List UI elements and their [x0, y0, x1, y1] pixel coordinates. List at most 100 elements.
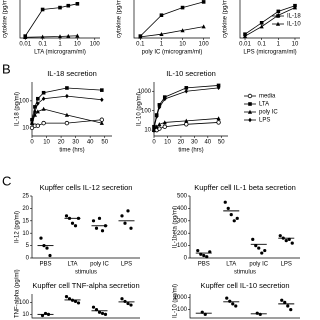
marker	[292, 5, 298, 10]
marker	[157, 122, 162, 127]
x-tick-label: 10	[164, 140, 171, 146]
legend-marker	[247, 93, 253, 99]
x-tick-label: PBS	[39, 262, 51, 268]
dot	[91, 305, 96, 309]
marker	[259, 24, 264, 29]
y-tick-label: 25	[22, 194, 29, 200]
dot	[232, 219, 236, 223]
dot	[123, 299, 127, 304]
marker	[100, 97, 104, 102]
legend-marker	[248, 102, 252, 106]
y-tick-label: 100	[19, 98, 30, 104]
y-axis-label: cytokine (pg/ml)	[117, 0, 123, 38]
dot	[234, 304, 238, 308]
dot	[228, 299, 232, 303]
marker	[29, 125, 35, 131]
x-tick-label: 0.01	[239, 42, 251, 48]
marker	[30, 117, 34, 122]
marker	[276, 13, 281, 17]
marker	[40, 34, 45, 39]
dot	[120, 297, 124, 301]
marker	[162, 124, 167, 129]
x-tick-label: 50	[101, 140, 108, 146]
marker	[184, 118, 189, 123]
x-tick-label: poly IC	[90, 262, 109, 268]
dot	[120, 214, 124, 218]
x-axis-label: stimulus	[75, 270, 97, 276]
dot	[278, 234, 282, 238]
dot	[97, 310, 102, 314]
legend-marker	[275, 21, 281, 26]
marker	[162, 120, 167, 125]
chart-title: Kupffer cell TNF-alpha secretion	[32, 281, 139, 290]
x-tick-label: 100	[199, 42, 210, 48]
marker	[180, 28, 185, 33]
marker	[242, 33, 248, 38]
x-tick-label: 10	[292, 42, 299, 48]
dot	[283, 300, 287, 304]
legend-marker	[247, 109, 253, 114]
marker	[64, 112, 70, 117]
axes	[239, 0, 300, 39]
y-tick-label: 0	[26, 256, 30, 262]
legend-marker	[248, 117, 252, 123]
y-tick-label: 0	[184, 256, 188, 262]
chart-title: Kupffer cells IL-12 secretion	[40, 183, 133, 192]
marker	[184, 86, 189, 90]
marker	[154, 124, 159, 129]
dot	[263, 248, 267, 253]
x-tick-label: 0	[152, 140, 156, 146]
y-axis-label: IL-18 (pg/ml)	[15, 92, 21, 126]
y-tick-label: 100	[141, 108, 152, 114]
series-line	[31, 95, 102, 124]
marker	[157, 103, 162, 107]
y-axis-label: IL-10 (pg/ml)	[137, 92, 143, 126]
marker	[36, 101, 40, 106]
dot	[76, 301, 81, 305]
dot	[39, 236, 43, 240]
x-tick-label: 1	[160, 42, 164, 48]
y-tick-label: 200	[177, 231, 188, 237]
dot	[45, 246, 49, 250]
x-tick-label: LPS	[121, 262, 132, 268]
series-line	[244, 5, 296, 35]
x-axis-label: LPS (microgram/ml)	[243, 50, 296, 56]
y-tick-label: 20	[22, 206, 29, 212]
x-tick-label: 40	[87, 140, 94, 146]
marker	[216, 120, 221, 125]
dot	[226, 206, 230, 210]
dot	[258, 312, 262, 316]
y-tick-label: 15	[22, 218, 29, 224]
dot	[235, 216, 239, 220]
y-tick-label: 1000	[174, 295, 188, 301]
x-axis-label: time (hrs)	[59, 148, 84, 154]
series-line	[24, 3, 78, 37]
dot	[286, 304, 290, 308]
dot	[126, 209, 130, 213]
y-tick-label: 10	[22, 125, 29, 131]
dot	[100, 311, 105, 316]
y-axis-label: cytokine (pg/ml)	[3, 0, 9, 38]
x-tick-label: 1	[58, 42, 62, 48]
y-tick-label: 300	[177, 218, 188, 224]
dot	[123, 221, 127, 225]
x-tick-label: 20	[178, 140, 185, 146]
marker	[40, 7, 45, 12]
axes	[189, 196, 300, 259]
legend-label: LTA	[259, 102, 269, 108]
marker	[216, 116, 221, 121]
dot	[229, 213, 233, 217]
y-tick-label: 100	[177, 307, 188, 313]
dot	[284, 239, 288, 243]
marker	[35, 123, 41, 128]
x-axis-label: poly IC (microgram/ml)	[142, 50, 203, 56]
marker	[159, 32, 164, 36]
marker	[157, 126, 162, 131]
marker	[65, 86, 69, 90]
dot	[73, 299, 78, 304]
marker	[75, 33, 80, 38]
marker	[41, 96, 46, 101]
marker	[30, 120, 34, 126]
marker	[184, 122, 189, 127]
marker	[33, 105, 37, 109]
